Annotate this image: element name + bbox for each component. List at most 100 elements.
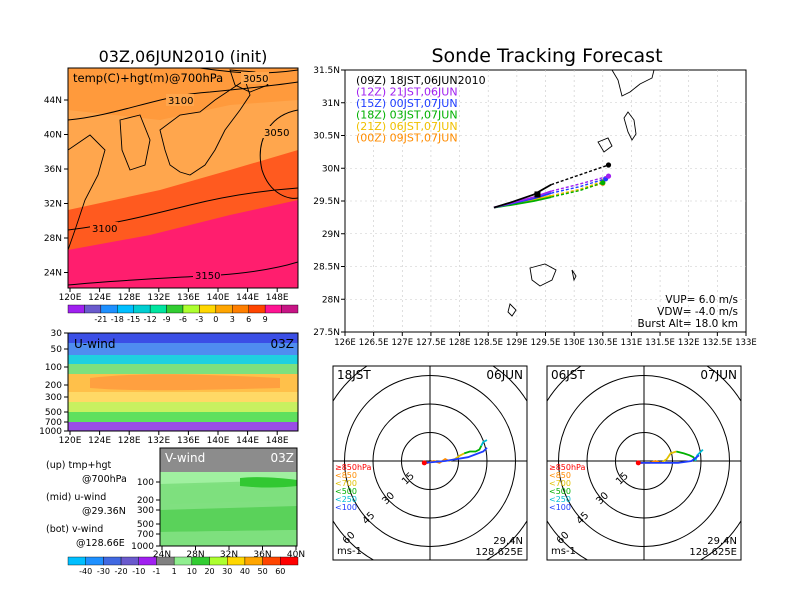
track-legend-entry: (18Z) 03JST,07JUN [356, 109, 458, 122]
land-china-coast [68, 134, 106, 251]
level-legend-entry: <100 [549, 503, 571, 512]
hodograph-segment [424, 447, 488, 464]
uwind-jet-core [90, 374, 280, 391]
tracking-lat-tick-label: 30.5N [313, 132, 340, 142]
uwind-y-tick-label: 300 [45, 393, 62, 403]
uwind-band-8 [68, 412, 298, 422]
tracking-lon-ticks: 126E 126.5E 127E 127.5E 128E 128.5E 129E 129.5E… [334, 332, 757, 348]
colorbar-label: 0 [213, 315, 218, 324]
colorbar-swatch [67, 556, 86, 566]
level-legend-entry: ≥850hPa [549, 463, 586, 472]
level-legend-entry: <500 [335, 487, 357, 496]
vwind-label: V-wind [165, 451, 205, 465]
track-legend-entry: (12Z) 21JST,06JUN [356, 86, 458, 99]
colorbar-label: 50 [258, 567, 268, 576]
tracking-lat-tick-label: 28.5N [313, 263, 340, 273]
uwind-y-tick-label: 30 [51, 329, 63, 339]
colorbar-swatch [209, 556, 228, 566]
uwind-band-3 [68, 355, 298, 364]
colorbar-swatch [100, 304, 118, 314]
uwind-band-4 [68, 364, 298, 374]
hodograph-lon: 128.625E [475, 547, 523, 558]
temp-field-hot [68, 200, 298, 288]
track-descent-line [551, 180, 604, 197]
note-bot-head: (bot) v-wind [46, 524, 103, 535]
tracking-lat-tick-label: 27.5N [313, 328, 340, 338]
contour-3100-north [68, 81, 298, 121]
param-vup: VUP= 6.0 m/s [665, 294, 738, 306]
tracking-lon-tick-label: 126E [334, 338, 356, 348]
uwind-time: 03Z [271, 337, 295, 351]
tracking-lon-tick-label: 129.5E [531, 338, 561, 348]
track-descent-line [551, 164, 609, 186]
track-descent-line [551, 178, 606, 194]
tracking-lon-tick-label: 132E [678, 338, 700, 348]
contour-label-bg [262, 126, 290, 138]
panel-notes: (up) tmp+hgt @700hPa (mid) u-wind @29.36… [46, 460, 127, 549]
uwind-band-6 [68, 392, 298, 402]
lon-tick-label: 148E [266, 293, 289, 303]
note-mid-head: (mid) u-wind [46, 492, 106, 503]
uwind-panel [68, 333, 298, 431]
level-legend-entry: <700 [335, 479, 357, 488]
map-lon-ticks: 120E 124E 128E 132E 136E 140E 144E 148E [59, 288, 289, 303]
vwind-y-tick-label: 100 [137, 478, 154, 488]
colorbar-label: -18 [111, 315, 124, 324]
vwind-y-tick-label: 300 [137, 506, 154, 516]
colorbar-label: -40 [79, 567, 92, 576]
vwind-patch-4 [160, 506, 297, 532]
tracking-lon-tick-label: 130E [563, 338, 585, 348]
level-legend-entry: <850 [549, 471, 571, 480]
colorbar-label: -1 [152, 567, 160, 576]
hodograph-lat: 29.4N [707, 536, 737, 547]
colorbar-label: -10 [132, 567, 145, 576]
temp-colorbar: -21 -18 -15 -12 -9 -6 -3 0 3 6 9 [67, 304, 299, 324]
level-legend-entry: <250 [335, 495, 357, 504]
track-ascent-line [493, 183, 552, 209]
note-mid-sub: @29.36N [82, 506, 126, 517]
uwind-x-tick-label: 128E [118, 436, 141, 446]
colorbar-swatch [103, 556, 122, 566]
contour-label: 3100 [168, 96, 193, 107]
uwind-band-2 [68, 343, 298, 355]
colorbar-label: 30 [222, 567, 232, 576]
contour-label: 3150 [195, 271, 220, 282]
note-up-head: (up) tmp+hgt [46, 460, 112, 471]
tracking-lat-tick-label: 29N [322, 230, 340, 240]
colorbar-label: -20 [115, 567, 128, 576]
colorbar-swatch [215, 304, 233, 314]
colorbar-swatch [84, 304, 102, 314]
contour-label: 3050 [243, 74, 268, 85]
lat-tick-label: 24N [44, 269, 62, 279]
tracking-lon-tick-label: 126.5E [359, 338, 389, 348]
colorbar-swatch [182, 304, 200, 314]
colorbar-label: 40 [240, 567, 250, 576]
vwind-time: 03Z [271, 451, 295, 465]
tracking-lon-tick-label: 131E [621, 338, 643, 348]
uwind-band-top [68, 333, 298, 343]
tracking-lon-tick-label: 132.5E [702, 338, 732, 348]
vwind-x-tick-label: 28N [186, 550, 204, 560]
uwind-label: U-wind [74, 337, 115, 351]
colorbar-label: -21 [94, 315, 107, 324]
uwind-x-ticks: 120E 124E 128E 132E 136E 140E 144E 148E [59, 431, 289, 446]
colorbar-label: -9 [163, 315, 171, 324]
tracking-lat-tick-label: 31N [322, 99, 340, 109]
colorbar-swatch [67, 304, 85, 314]
level-legend-entry: <700 [549, 479, 571, 488]
colorbar-swatch [138, 556, 157, 566]
vwind-y-tick-label: 700 [137, 530, 154, 540]
wind-colorbar: -40 -30 -20 -10 -1 1 10 20 30 40 50 60 [67, 556, 299, 576]
vwind-x-tick-label: 24N [153, 550, 171, 560]
vwind-x-tick-label: 40N [287, 550, 305, 560]
launch-params: VUP= 6.0 m/s VDW= -4.0 m/s Burst Alt= 18… [638, 294, 738, 330]
temp-map-frame [67, 67, 299, 289]
level-legend-entry: ≥850hPa [335, 463, 372, 472]
contour-label-bg [241, 72, 269, 84]
track-legend-entry: (09Z) 18JST,06JUN2010 [356, 74, 486, 87]
tracking-lat-tick-label: 29.5N [313, 197, 340, 207]
contour-3050-east [259, 109, 298, 199]
